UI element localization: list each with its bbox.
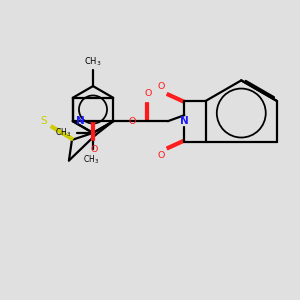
Text: CH$_3$: CH$_3$: [82, 154, 99, 167]
Text: O: O: [128, 117, 136, 126]
Text: O: O: [145, 88, 152, 98]
Text: O: O: [91, 145, 98, 154]
Text: S: S: [41, 116, 47, 126]
Text: CH$_3$: CH$_3$: [84, 56, 102, 68]
Text: N: N: [76, 116, 85, 126]
Text: N: N: [180, 116, 189, 126]
Text: CH$_3$: CH$_3$: [55, 127, 71, 139]
Text: O: O: [158, 82, 165, 91]
Text: O: O: [158, 152, 165, 160]
